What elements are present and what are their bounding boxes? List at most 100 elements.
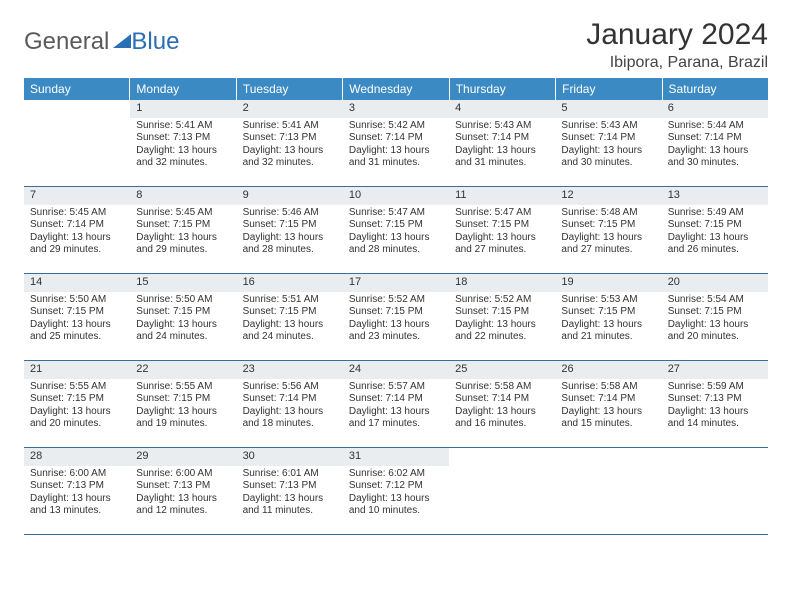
weekday-header: Monday (130, 78, 236, 100)
sunset-line: Sunset: 7:15 PM (561, 306, 655, 319)
week-row: 21Sunrise: 5:55 AMSunset: 7:15 PMDayligh… (24, 361, 768, 448)
day-body: Sunrise: 5:45 AMSunset: 7:15 PMDaylight:… (130, 205, 236, 261)
sunset-line: Sunset: 7:15 PM (668, 306, 762, 319)
sunset-line: Sunset: 7:14 PM (561, 393, 655, 406)
day-number: 8 (130, 187, 236, 205)
day-number: 13 (662, 187, 768, 205)
day-body: Sunrise: 5:45 AMSunset: 7:14 PMDaylight:… (24, 205, 130, 261)
weekday-header: Wednesday (343, 78, 449, 100)
daylight-line: Daylight: 13 hours and 29 minutes. (30, 232, 124, 257)
sunrise-line: Sunrise: 5:47 AM (349, 207, 443, 220)
daylight-line: Daylight: 13 hours and 25 minutes. (30, 319, 124, 344)
day-number: 22 (130, 361, 236, 379)
sunset-line: Sunset: 7:14 PM (668, 132, 762, 145)
day-number: 27 (662, 361, 768, 379)
daylight-line: Daylight: 13 hours and 24 minutes. (136, 319, 230, 344)
day-cell: 22Sunrise: 5:55 AMSunset: 7:15 PMDayligh… (130, 361, 236, 447)
sunrise-line: Sunrise: 6:02 AM (349, 468, 443, 481)
day-number: 23 (237, 361, 343, 379)
daylight-line: Daylight: 13 hours and 16 minutes. (455, 406, 549, 431)
day-cell: 15Sunrise: 5:50 AMSunset: 7:15 PMDayligh… (130, 274, 236, 360)
sunset-line: Sunset: 7:15 PM (30, 393, 124, 406)
sunset-line: Sunset: 7:13 PM (668, 393, 762, 406)
sunset-line: Sunset: 7:15 PM (136, 393, 230, 406)
sunrise-line: Sunrise: 5:52 AM (455, 294, 549, 307)
day-cell: 20Sunrise: 5:54 AMSunset: 7:15 PMDayligh… (662, 274, 768, 360)
day-cell: 29Sunrise: 6:00 AMSunset: 7:13 PMDayligh… (130, 448, 236, 534)
day-body: Sunrise: 5:49 AMSunset: 7:15 PMDaylight:… (662, 205, 768, 261)
logo-text-general: General (24, 28, 109, 56)
sunset-line: Sunset: 7:14 PM (30, 219, 124, 232)
day-number: 2 (237, 100, 343, 118)
day-number: 3 (343, 100, 449, 118)
day-body: Sunrise: 5:56 AMSunset: 7:14 PMDaylight:… (237, 379, 343, 435)
day-cell: 18Sunrise: 5:52 AMSunset: 7:15 PMDayligh… (449, 274, 555, 360)
daylight-line: Daylight: 13 hours and 28 minutes. (349, 232, 443, 257)
sunset-line: Sunset: 7:15 PM (243, 219, 337, 232)
daylight-line: Daylight: 13 hours and 20 minutes. (668, 319, 762, 344)
title-block: January 2024 Ibipora, Parana, Brazil (586, 18, 768, 72)
logo: General Blue (24, 18, 179, 56)
day-cell: 1Sunrise: 5:41 AMSunset: 7:13 PMDaylight… (130, 100, 236, 186)
daylight-line: Daylight: 13 hours and 14 minutes. (668, 406, 762, 431)
day-body: Sunrise: 5:51 AMSunset: 7:15 PMDaylight:… (237, 292, 343, 348)
sunset-line: Sunset: 7:15 PM (136, 306, 230, 319)
sunrise-line: Sunrise: 5:53 AM (561, 294, 655, 307)
daylight-line: Daylight: 13 hours and 11 minutes. (243, 493, 337, 518)
day-body: Sunrise: 5:43 AMSunset: 7:14 PMDaylight:… (555, 118, 661, 174)
day-number: 29 (130, 448, 236, 466)
daylight-line: Daylight: 13 hours and 15 minutes. (561, 406, 655, 431)
day-cell: 12Sunrise: 5:48 AMSunset: 7:15 PMDayligh… (555, 187, 661, 273)
sunset-line: Sunset: 7:15 PM (561, 219, 655, 232)
sunset-line: Sunset: 7:14 PM (561, 132, 655, 145)
daylight-line: Daylight: 13 hours and 29 minutes. (136, 232, 230, 257)
day-cell: 25Sunrise: 5:58 AMSunset: 7:14 PMDayligh… (449, 361, 555, 447)
sunrise-line: Sunrise: 5:43 AM (455, 120, 549, 133)
day-cell: 8Sunrise: 5:45 AMSunset: 7:15 PMDaylight… (130, 187, 236, 273)
day-number: 12 (555, 187, 661, 205)
day-cell (24, 100, 130, 186)
weekday-header: Tuesday (237, 78, 343, 100)
day-cell: 16Sunrise: 5:51 AMSunset: 7:15 PMDayligh… (237, 274, 343, 360)
sunset-line: Sunset: 7:14 PM (349, 132, 443, 145)
day-body: Sunrise: 5:50 AMSunset: 7:15 PMDaylight:… (24, 292, 130, 348)
day-number: 31 (343, 448, 449, 466)
day-number: 17 (343, 274, 449, 292)
logo-text-blue: Blue (131, 28, 179, 56)
sunrise-line: Sunrise: 5:44 AM (668, 120, 762, 133)
daylight-line: Daylight: 13 hours and 23 minutes. (349, 319, 443, 344)
day-body: Sunrise: 5:47 AMSunset: 7:15 PMDaylight:… (449, 205, 555, 261)
day-body: Sunrise: 5:41 AMSunset: 7:13 PMDaylight:… (237, 118, 343, 174)
sunset-line: Sunset: 7:15 PM (136, 219, 230, 232)
weekday-header: Thursday (450, 78, 556, 100)
day-body: Sunrise: 5:58 AMSunset: 7:14 PMDaylight:… (449, 379, 555, 435)
sunset-line: Sunset: 7:13 PM (243, 132, 337, 145)
sunrise-line: Sunrise: 5:41 AM (136, 120, 230, 133)
day-number: 16 (237, 274, 343, 292)
daylight-line: Daylight: 13 hours and 18 minutes. (243, 406, 337, 431)
sunrise-line: Sunrise: 5:47 AM (455, 207, 549, 220)
daylight-line: Daylight: 13 hours and 27 minutes. (561, 232, 655, 257)
daylight-line: Daylight: 13 hours and 17 minutes. (349, 406, 443, 431)
day-cell: 11Sunrise: 5:47 AMSunset: 7:15 PMDayligh… (449, 187, 555, 273)
day-number (662, 448, 768, 466)
day-number (555, 448, 661, 466)
day-cell (449, 448, 555, 534)
day-body: Sunrise: 5:52 AMSunset: 7:15 PMDaylight:… (449, 292, 555, 348)
day-cell: 9Sunrise: 5:46 AMSunset: 7:15 PMDaylight… (237, 187, 343, 273)
day-number: 19 (555, 274, 661, 292)
sunrise-line: Sunrise: 5:58 AM (455, 381, 549, 394)
day-body: Sunrise: 5:41 AMSunset: 7:13 PMDaylight:… (130, 118, 236, 174)
day-body: Sunrise: 6:00 AMSunset: 7:13 PMDaylight:… (130, 466, 236, 522)
sunset-line: Sunset: 7:13 PM (136, 480, 230, 493)
sunset-line: Sunset: 7:15 PM (349, 219, 443, 232)
daylight-line: Daylight: 13 hours and 30 minutes. (668, 145, 762, 170)
daylight-line: Daylight: 13 hours and 10 minutes. (349, 493, 443, 518)
day-cell (662, 448, 768, 534)
sunrise-line: Sunrise: 5:46 AM (243, 207, 337, 220)
day-cell: 28Sunrise: 6:00 AMSunset: 7:13 PMDayligh… (24, 448, 130, 534)
calendar: SundayMondayTuesdayWednesdayThursdayFrid… (24, 78, 768, 535)
daylight-line: Daylight: 13 hours and 31 minutes. (455, 145, 549, 170)
day-cell: 10Sunrise: 5:47 AMSunset: 7:15 PMDayligh… (343, 187, 449, 273)
weekday-header-row: SundayMondayTuesdayWednesdayThursdayFrid… (24, 78, 768, 100)
